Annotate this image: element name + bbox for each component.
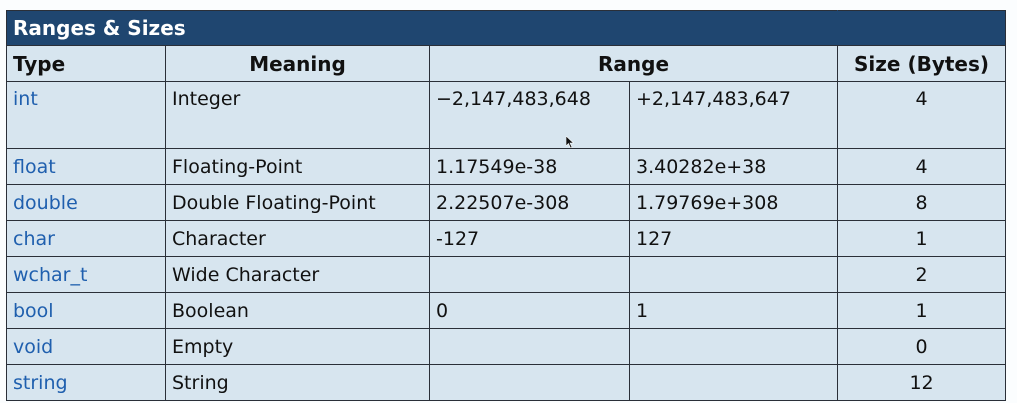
- range-min-cell: −2,147,483,648: [429, 81, 630, 149]
- table-row-char: char Character -127 127 1: [6, 220, 1007, 257]
- table-row-float: float Floating-Point 1.17549e-38 3.40282…: [6, 148, 1007, 185]
- range-max-cell: 127: [628, 220, 839, 257]
- size-cell: 2: [837, 256, 1007, 293]
- range-min-cell: [429, 256, 630, 293]
- range-min-cell: 0: [429, 292, 630, 329]
- type-cell: double: [6, 184, 166, 221]
- meaning-cell: Integer: [165, 81, 430, 149]
- range-min-cell: 1.17549e-38: [429, 148, 630, 185]
- range-max-cell: 1: [628, 292, 839, 329]
- size-cell: 8: [837, 184, 1007, 221]
- meaning-cell: Floating-Point: [165, 148, 430, 185]
- table-row-string: string String 12: [6, 364, 1007, 401]
- table-row-void: void Empty 0: [6, 328, 1007, 365]
- size-column-header: Size (Bytes): [837, 45, 1007, 82]
- range-column-header: Range: [428, 45, 839, 82]
- type-cell: float: [6, 148, 166, 185]
- meaning-cell: Empty: [165, 328, 430, 365]
- table-row-wchar-t: wchar_t Wide Character 2: [6, 256, 1007, 293]
- table-header-row: Type Meaning Range Size (Bytes): [6, 45, 1007, 82]
- meaning-cell: Wide Character: [165, 256, 430, 293]
- ranges-sizes-table: Ranges & Sizes Type Meaning Range Size (…: [5, 10, 1007, 401]
- range-min-cell: -127: [429, 220, 630, 257]
- range-min-cell: [429, 364, 630, 401]
- size-cell: 1: [837, 292, 1007, 329]
- meaning-cell: Double Floating-Point: [165, 184, 430, 221]
- range-max-cell: 3.40282e+38: [628, 148, 839, 185]
- table-title-row: Ranges & Sizes: [5, 10, 1007, 46]
- range-max-cell: [628, 328, 839, 365]
- table-row-double: double Double Floating-Point 2.22507e-30…: [6, 184, 1007, 221]
- type-cell: wchar_t: [6, 256, 166, 293]
- range-max-cell: +2,147,483,647: [628, 81, 839, 149]
- size-cell: 0: [837, 328, 1007, 365]
- meaning-cell: String: [165, 364, 430, 401]
- type-cell: void: [6, 328, 166, 365]
- size-cell: 4: [837, 81, 1007, 149]
- range-max-cell: [628, 364, 839, 401]
- type-cell: string: [6, 364, 166, 401]
- type-cell: char: [6, 220, 166, 257]
- size-cell: 12: [837, 364, 1007, 401]
- type-cell: int: [6, 81, 166, 149]
- table-title-spacer: [837, 10, 1007, 46]
- range-max-cell: 1.79769e+308: [628, 184, 839, 221]
- range-min-cell: 2.22507e-308: [429, 184, 630, 221]
- size-cell: 4: [837, 148, 1007, 185]
- meaning-cell: Character: [165, 220, 430, 257]
- type-column-header: Type: [6, 45, 166, 82]
- table-row-bool: bool Boolean 0 1 1: [6, 292, 1007, 329]
- mouse-pointer-icon: [566, 136, 574, 148]
- meaning-cell: Boolean: [165, 292, 430, 329]
- table-title: Ranges & Sizes: [5, 10, 839, 46]
- range-min-cell: [429, 328, 630, 365]
- meaning-column-header: Meaning: [165, 45, 430, 82]
- size-cell: 1: [837, 220, 1007, 257]
- type-cell: bool: [6, 292, 166, 329]
- range-max-cell: [628, 256, 839, 293]
- table-row-int: int Integer −2,147,483,648 +2,147,483,64…: [6, 81, 1007, 149]
